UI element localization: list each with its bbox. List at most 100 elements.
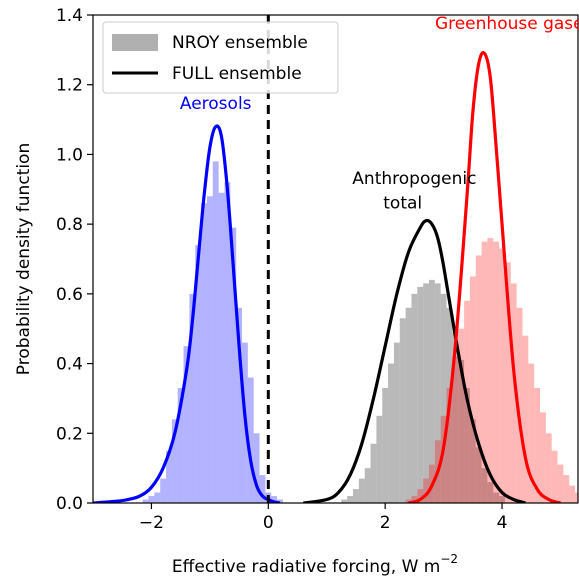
histogram-bar [189, 293, 196, 503]
pdf-curve-2 [408, 51, 561, 503]
histogram-bar [504, 262, 511, 503]
histogram-bar [364, 468, 371, 503]
histogram-bar [405, 307, 412, 503]
histogram-bar [206, 196, 213, 503]
histogram-bar [399, 318, 406, 503]
x-tick-label: −2 [139, 513, 164, 533]
histogram-bar [142, 499, 149, 503]
histogram-bar [166, 450, 172, 503]
histogram-bar [569, 485, 576, 503]
histogram-bar [499, 248, 505, 503]
histogram-bar [212, 161, 219, 503]
histogram-bar [510, 283, 517, 503]
histogram-bar [370, 443, 377, 503]
histogram-bar [475, 255, 482, 503]
histogram-bar [353, 489, 359, 503]
histogram-bar [160, 478, 167, 503]
histogram-bar [247, 377, 254, 503]
histogram-bar [440, 293, 447, 503]
histogram-bar [171, 419, 178, 503]
histogram-bar [458, 328, 465, 503]
histogram-bar [277, 499, 283, 503]
x-axis: −2 0 2 4 [139, 503, 508, 533]
histogram-bar [253, 433, 260, 503]
x-tick-label: 2 [380, 513, 391, 533]
histogram-bar [218, 192, 225, 503]
histogram-bar [423, 283, 429, 503]
y-tick-label: 0.2 [56, 424, 83, 444]
legend-label-nroy: NROY ensemble [172, 33, 308, 53]
histogram-bar [195, 245, 202, 503]
histogram-bar [545, 433, 552, 503]
histogram-bar [487, 238, 494, 503]
histogram-bar [177, 387, 184, 503]
histogram-bar [575, 492, 578, 503]
histogram-bar [411, 496, 418, 503]
histogram-bar [183, 346, 190, 503]
plot-frame [92, 14, 579, 504]
y-tick-label: 0.0 [56, 494, 83, 514]
histogram-bar [493, 241, 500, 503]
histogram-bar [481, 241, 488, 503]
x-tick-label: 4 [497, 513, 508, 533]
histogram-bar [469, 276, 476, 503]
y-tick-label: 0.6 [56, 285, 83, 305]
y-axis-label: Probability density function [14, 143, 34, 375]
histogram-bar [271, 496, 278, 503]
y-tick-label: 1.4 [56, 6, 83, 26]
annotation-aer: Aerosols [180, 94, 252, 114]
histogram-bar [224, 182, 231, 503]
legend-box [102, 21, 339, 94]
annotation-ghg: Greenhouse gases [435, 14, 579, 34]
histogram-bar [469, 419, 476, 503]
histogram-bar [563, 475, 570, 503]
histogram-bar [499, 496, 505, 503]
y-tick-label: 1.0 [56, 145, 83, 165]
histogram-bar [452, 332, 459, 503]
histogram-bar [551, 450, 558, 503]
annotation-anth1: Anthropogenic [352, 169, 476, 189]
histogram-bar [464, 387, 470, 503]
histogram-bar [411, 293, 418, 503]
histogram-bar [347, 496, 354, 503]
histogram-bar [481, 468, 488, 503]
histogram-bar [259, 475, 266, 503]
y-axis: 0.0 0.2 0.4 0.6 0.8 1.0 1.2 1.4 [56, 6, 93, 514]
histogram-bar [382, 387, 389, 503]
histogram-bar [446, 387, 453, 503]
y-tick-label: 0.4 [56, 355, 83, 375]
histogram-bar [487, 482, 494, 503]
histogram-bar [516, 307, 523, 503]
legend-swatch-nroy [112, 34, 158, 51]
histogram-bar [154, 492, 161, 503]
histogram-bar [475, 447, 482, 503]
histogram-bar [440, 415, 447, 503]
annotation-anth2: total [383, 193, 422, 213]
histogram-bar [148, 496, 155, 503]
legend: NROY ensemble FULL ensemble [102, 21, 339, 94]
y-tick-label: 1.2 [56, 76, 83, 96]
x-tick-label: 0 [263, 513, 274, 533]
y-tick-label: 0.8 [56, 215, 83, 235]
histogram-bar [452, 356, 459, 503]
histogram-bar [534, 387, 541, 503]
histogram-bar [522, 335, 529, 503]
histogram-bar [540, 412, 546, 503]
legend-label-full: FULL ensemble [172, 64, 302, 84]
histogram-bar [423, 478, 429, 503]
histogram-bar [405, 499, 412, 503]
histogram-bar [493, 492, 500, 503]
curve-layer [93, 51, 561, 503]
histogram-bar [376, 415, 383, 503]
histogram-bar [417, 489, 424, 503]
histogram-bar [557, 464, 564, 503]
histogram-bar [341, 499, 348, 503]
histogram-bar [393, 342, 400, 503]
histogram-bar [388, 363, 394, 503]
histogram-layer [142, 161, 578, 503]
histogram-bar [458, 360, 465, 503]
annotation-layer: Aerosols Anthropogenic total Greenhouse gas… [180, 14, 579, 214]
histogram-bar [236, 307, 243, 503]
pdf-curve-1 [303, 218, 526, 503]
